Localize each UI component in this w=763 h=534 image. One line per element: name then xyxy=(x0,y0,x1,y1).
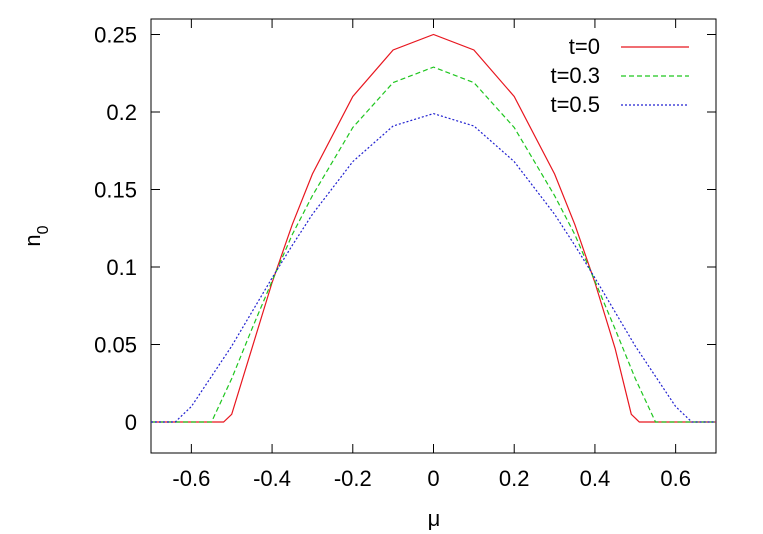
legend-label: t=0.5 xyxy=(550,92,600,117)
x-axis-label: μ xyxy=(428,506,441,531)
x-tick-label: 0 xyxy=(427,466,439,491)
legend-label: t=0 xyxy=(569,34,600,59)
y-tick-label: 0.15 xyxy=(94,178,137,203)
y-axis-label-subscript: 0 xyxy=(35,225,52,234)
y-tick-label: 0.25 xyxy=(94,23,137,48)
x-tick-label: -0.2 xyxy=(334,466,372,491)
y-tick-label: 0.2 xyxy=(106,100,137,125)
legend-label: t=0.3 xyxy=(550,63,600,88)
y-axis-label: n0 xyxy=(20,225,52,246)
y-tick-label: 0.1 xyxy=(106,255,137,280)
x-tick-label: -0.6 xyxy=(172,466,210,491)
x-tick-label: 0.2 xyxy=(499,466,530,491)
y-tick-label: 0 xyxy=(125,410,137,435)
plot-frame xyxy=(150,18,717,454)
y-axis-label-main: n xyxy=(20,234,45,246)
x-tick-label: 0.6 xyxy=(660,466,691,491)
series-line-1 xyxy=(151,33,716,423)
legend: t=0 t=0.3 t=0.5 xyxy=(550,34,689,117)
x-tick-label: 0.4 xyxy=(580,466,611,491)
tick-labels: -0.6 -0.4 -0.2 0 0.2 0.4 0.6 0 0.05 0.1 0.15 0.2 0.2… xyxy=(94,23,691,492)
y-tick-label: 0.05 xyxy=(94,333,137,358)
axis-ticks xyxy=(151,19,716,453)
x-tick-label: -0.4 xyxy=(253,466,291,491)
series-line-2 xyxy=(151,66,716,423)
series-line-3 xyxy=(151,112,716,423)
series-lines xyxy=(151,33,716,423)
